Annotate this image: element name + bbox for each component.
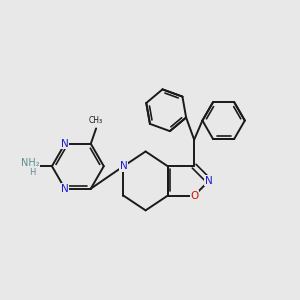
Text: N: N: [205, 176, 213, 186]
Text: O: O: [190, 190, 198, 201]
Text: H: H: [30, 168, 36, 177]
Text: N: N: [61, 184, 69, 194]
Text: N: N: [61, 139, 69, 149]
Text: CH₃: CH₃: [89, 116, 103, 125]
Text: NH₂: NH₂: [21, 158, 40, 168]
Text: NH: NH: [22, 158, 37, 168]
Text: N: N: [120, 161, 128, 171]
